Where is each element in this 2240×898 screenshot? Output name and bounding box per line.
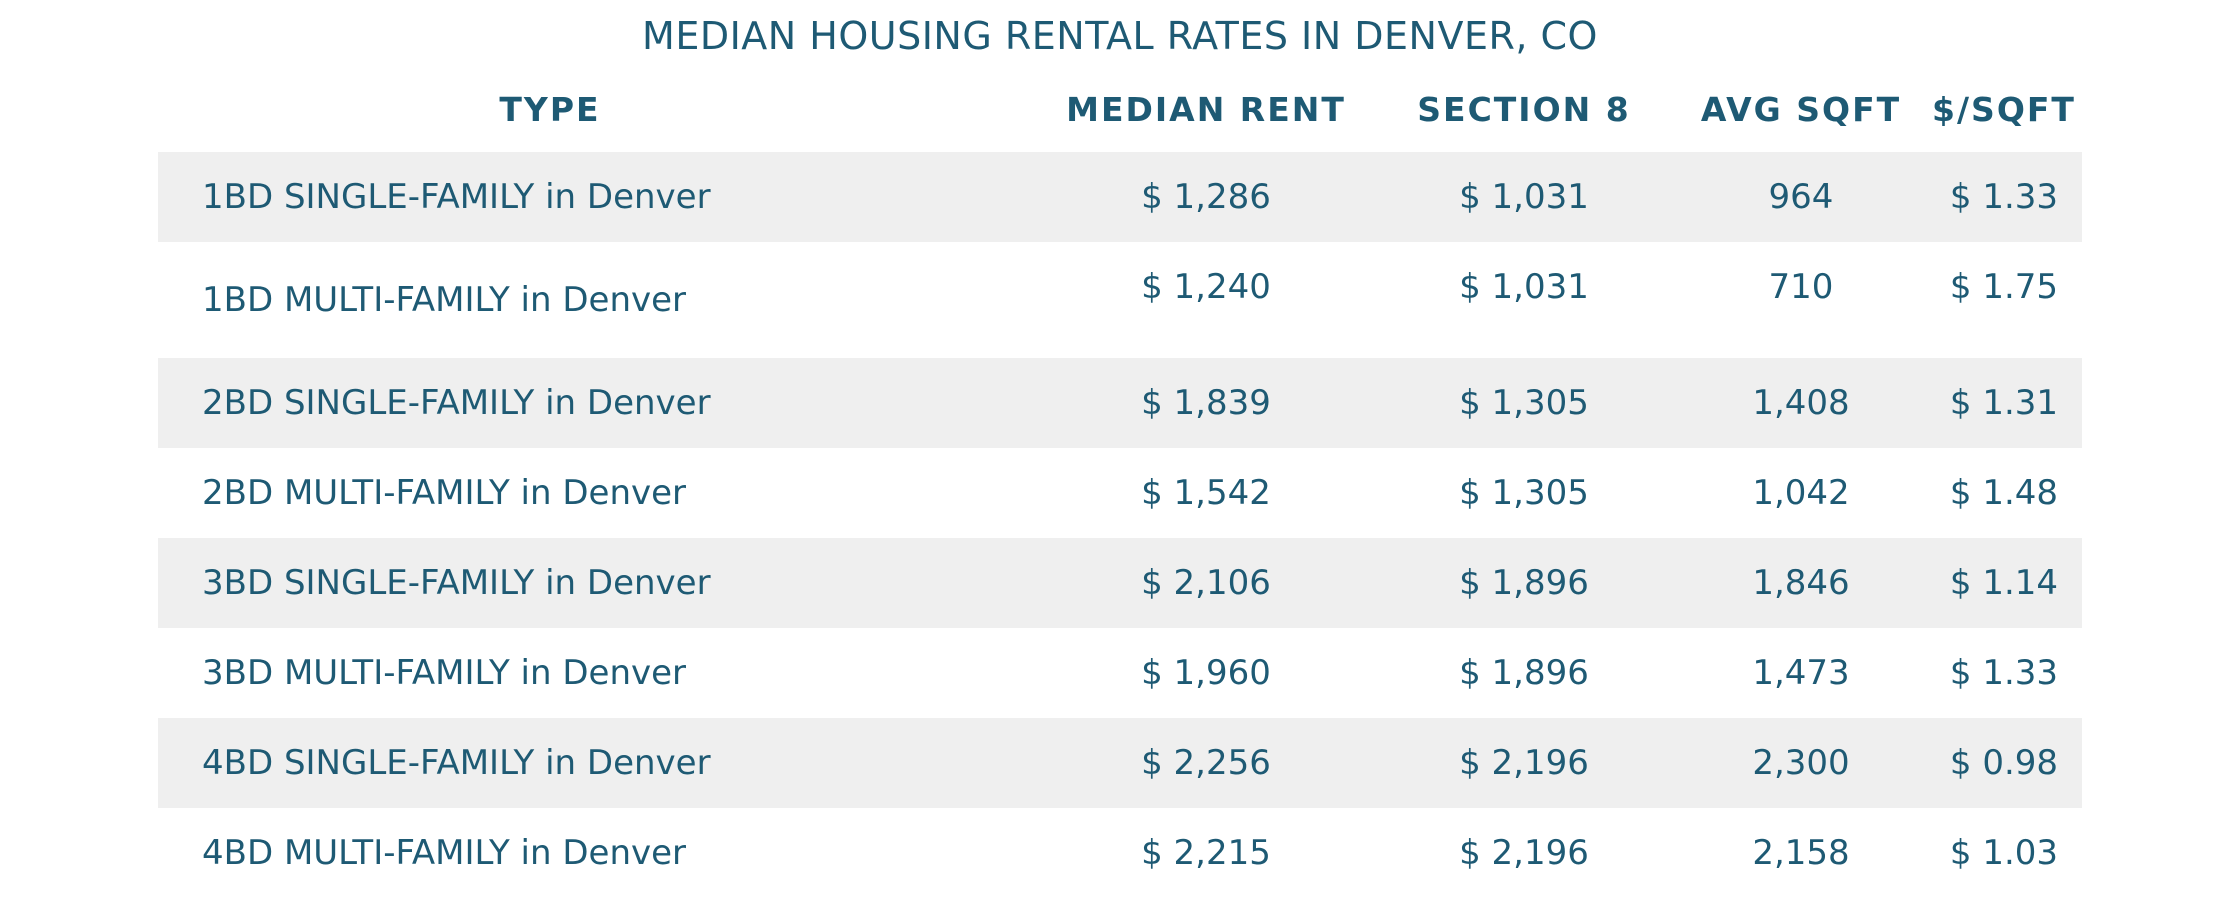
cell-section-8: $ 1,896 <box>1459 563 1589 603</box>
cell-price-per-sqft: $ 1.33 <box>1949 177 2059 217</box>
cell-type: 1BD SINGLE-FAMILY in Denver <box>202 177 711 217</box>
cell-price-per-sqft: $ 1.48 <box>1949 473 2059 513</box>
cell-section-8: $ 1,031 <box>1459 267 1589 307</box>
table-row: 1BD MULTI-FAMILY in Denver $ 1,240 $ 1,0… <box>158 242 2082 358</box>
cell-median-rent: $ 2,215 <box>1141 833 1271 873</box>
cell-median-rent: $ 1,286 <box>1141 177 1271 217</box>
cell-price-per-sqft: $ 0.98 <box>1949 743 2059 783</box>
cell-type: 3BD SINGLE-FAMILY in Denver <box>202 563 711 603</box>
cell-median-rent: $ 1,960 <box>1141 653 1271 693</box>
cell-type: 2BD SINGLE-FAMILY in Denver <box>202 383 711 423</box>
table-row: 1BD SINGLE-FAMILY in Denver $ 1,286 $ 1,… <box>158 152 2082 242</box>
page-title: MEDIAN HOUSING RENTAL RATES IN DENVER, C… <box>642 14 1598 58</box>
cell-avg-sqft: 1,408 <box>1752 383 1850 423</box>
cell-avg-sqft: 964 <box>1768 177 1834 217</box>
cell-section-8: $ 2,196 <box>1459 833 1589 873</box>
cell-avg-sqft: 710 <box>1768 267 1834 307</box>
table-header-row: TYPE MEDIAN RENT SECTION 8 AVG SQFT $/SQ… <box>158 80 2082 152</box>
cell-avg-sqft: 2,158 <box>1752 833 1850 873</box>
table-row: 4BD SINGLE-FAMILY in Denver $ 2,256 $ 2,… <box>158 718 2082 808</box>
header-avg-sqft: AVG SQFT <box>1700 90 1902 129</box>
cell-median-rent: $ 1,240 <box>1141 267 1271 307</box>
cell-type: 4BD SINGLE-FAMILY in Denver <box>202 743 711 783</box>
cell-type: 2BD MULTI-FAMILY in Denver <box>202 473 687 513</box>
cell-type: 4BD MULTI-FAMILY in Denver <box>202 833 687 873</box>
table-row: 2BD SINGLE-FAMILY in Denver $ 1,839 $ 1,… <box>158 358 2082 448</box>
cell-type: 3BD MULTI-FAMILY in Denver <box>202 653 687 693</box>
table-row: 3BD SINGLE-FAMILY in Denver $ 2,106 $ 1,… <box>158 538 2082 628</box>
cell-median-rent: $ 1,839 <box>1141 383 1271 423</box>
cell-median-rent: $ 1,542 <box>1141 473 1271 513</box>
cell-median-rent: $ 2,256 <box>1141 743 1271 783</box>
cell-section-8: $ 1,305 <box>1459 473 1589 513</box>
table-row: 2BD MULTI-FAMILY in Denver $ 1,542 $ 1,3… <box>158 448 2082 538</box>
cell-avg-sqft: 1,473 <box>1752 653 1850 693</box>
cell-price-per-sqft: $ 1.31 <box>1949 383 2059 423</box>
header-price-per-sqft: $/SQFT <box>1932 90 2076 129</box>
table-row: 4BD MULTI-FAMILY in Denver $ 2,215 $ 2,1… <box>158 808 2082 898</box>
table-row: 3BD MULTI-FAMILY in Denver $ 1,960 $ 1,8… <box>158 628 2082 718</box>
cell-price-per-sqft: $ 1.14 <box>1949 563 2059 603</box>
rental-rates-table: TYPE MEDIAN RENT SECTION 8 AVG SQFT $/SQ… <box>158 80 2082 898</box>
cell-section-8: $ 1,031 <box>1459 177 1589 217</box>
cell-section-8: $ 1,896 <box>1459 653 1589 693</box>
cell-avg-sqft: 1,042 <box>1752 473 1850 513</box>
cell-price-per-sqft: $ 1.03 <box>1949 833 2059 873</box>
cell-avg-sqft: 2,300 <box>1752 743 1850 783</box>
header-section-8: SECTION 8 <box>1417 90 1631 129</box>
cell-price-per-sqft: $ 1.75 <box>1949 267 2059 307</box>
header-type: TYPE <box>499 90 601 129</box>
header-median-rent: MEDIAN RENT <box>1066 90 1346 129</box>
cell-section-8: $ 2,196 <box>1459 743 1589 783</box>
cell-section-8: $ 1,305 <box>1459 383 1589 423</box>
cell-price-per-sqft: $ 1.33 <box>1949 653 2059 693</box>
cell-median-rent: $ 2,106 <box>1141 563 1271 603</box>
cell-type: 1BD MULTI-FAMILY in Denver <box>202 280 687 320</box>
cell-avg-sqft: 1,846 <box>1752 563 1850 603</box>
